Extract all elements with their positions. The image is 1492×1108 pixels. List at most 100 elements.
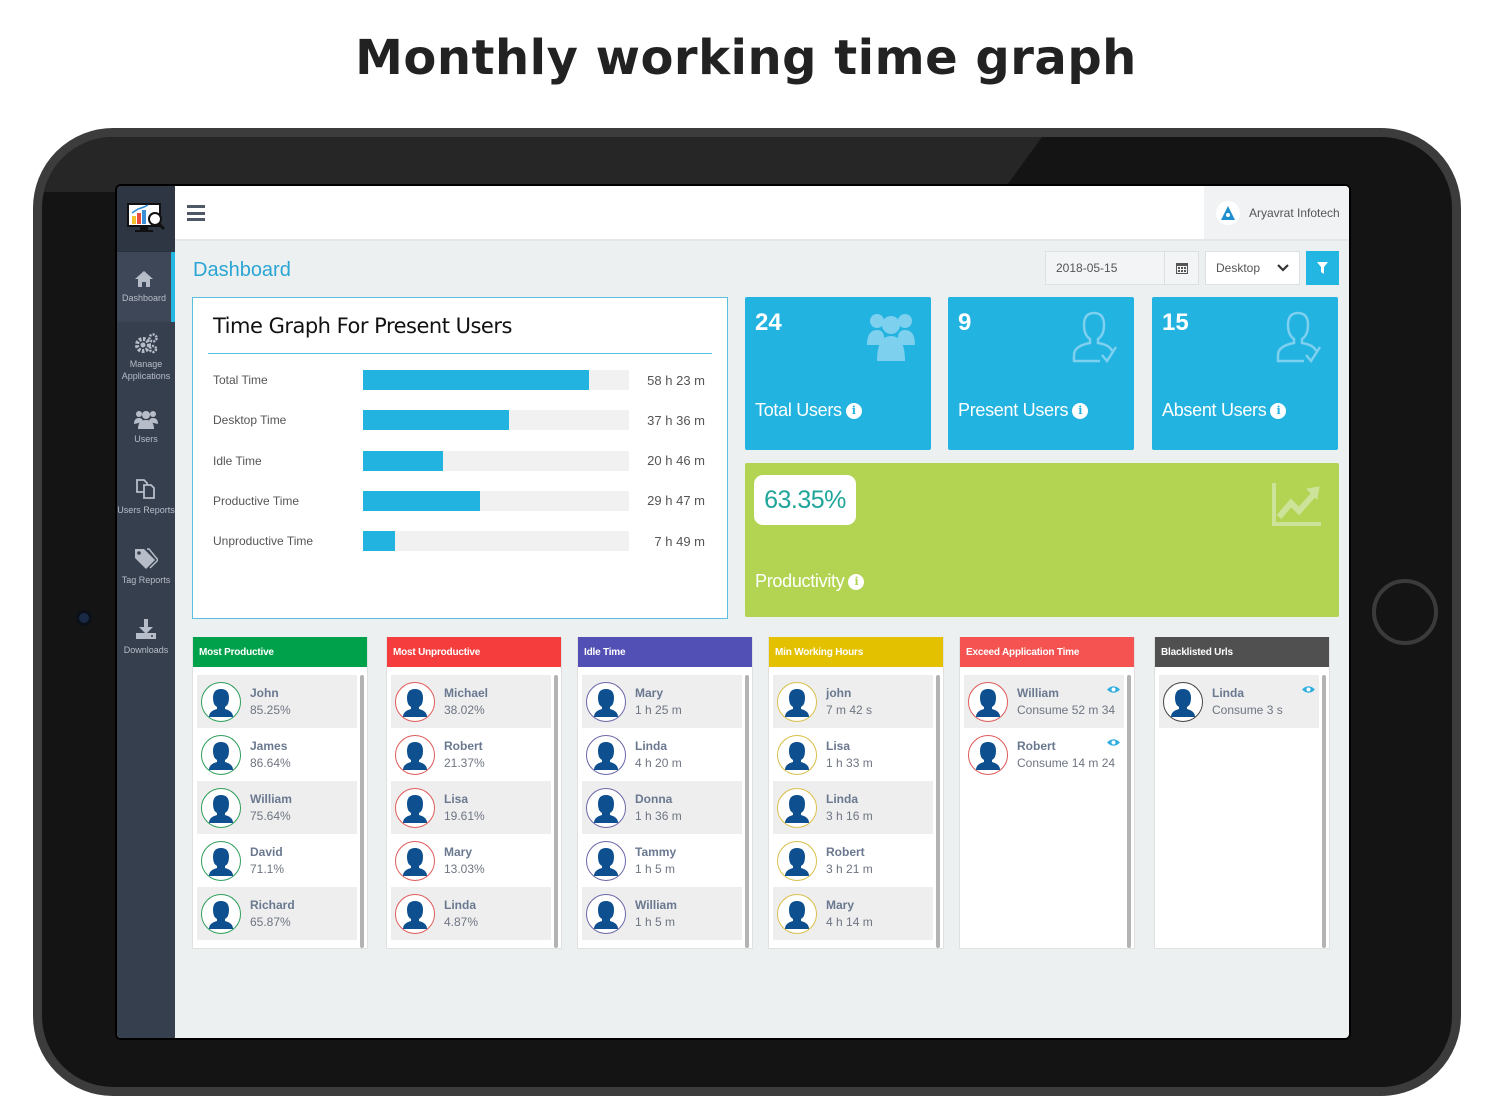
user-name: Lisa [444, 791, 469, 806]
avatar [1163, 681, 1203, 722]
list-card-title: Most Unproductive [393, 646, 481, 658]
device-select-value: Desktop [1216, 261, 1261, 275]
user-name: john [826, 685, 852, 700]
time-graph-row: Total Time 58 h 23 m [213, 370, 705, 390]
list-item[interactable]: Tammy 1 h 5 m [582, 834, 742, 887]
device-select[interactable]: Desktop [1205, 251, 1300, 285]
scrollbar[interactable] [554, 675, 558, 948]
user-silhouette-icon [403, 900, 427, 929]
stat-present-users[interactable]: 9 Present Users i [948, 297, 1134, 450]
list-item[interactable]: David 71.1% [197, 834, 357, 887]
hamburger-icon[interactable] [187, 205, 205, 221]
list-item[interactable]: Linda Consume 3 s [1159, 675, 1319, 728]
list-card-header: Exceed Application Time [960, 637, 1134, 667]
info-icon[interactable]: i [1270, 402, 1287, 419]
list-item[interactable]: John 85.25% [197, 675, 357, 728]
list-item[interactable]: William Consume 52 m 34 [964, 675, 1124, 728]
user-name: Lisa [826, 738, 851, 753]
filter-button[interactable] [1306, 251, 1339, 285]
productivity-card[interactable]: 63.35% Productivity i [745, 463, 1339, 617]
user-name: Richard [250, 897, 295, 912]
sidebar-item-users-reports[interactable]: Users Reports [117, 462, 175, 532]
stat-label-text: Total Users [755, 400, 842, 420]
list-item[interactable]: Robert Consume 14 m 24 [964, 728, 1124, 781]
scrollbar[interactable] [745, 675, 749, 948]
list-item[interactable]: Michael 38.02% [391, 675, 551, 728]
info-icon[interactable]: i [845, 402, 862, 419]
list-item[interactable]: Linda 4.87% [391, 887, 551, 940]
tablet-glare [42, 137, 1042, 192]
company-menu[interactable]: Aryavrat Infotech [1204, 186, 1349, 239]
list-item[interactable]: William 1 h 5 m [582, 887, 742, 940]
app-logo[interactable] [117, 186, 175, 252]
list-item[interactable]: Linda 3 h 16 m [773, 781, 933, 834]
list-item[interactable]: Lisa 19.61% [391, 781, 551, 834]
eye-icon[interactable] [1107, 738, 1120, 747]
list-item[interactable]: Donna 1 h 36 m [582, 781, 742, 834]
list-item[interactable]: Lisa 1 h 33 m [773, 728, 933, 781]
list-item[interactable]: Richard 65.87% [197, 887, 357, 940]
user-silhouette-icon [403, 847, 427, 876]
scrollbar[interactable] [1322, 675, 1326, 948]
list-item[interactable]: William 75.64% [197, 781, 357, 834]
user-name: William [1017, 685, 1059, 700]
list-card-title: Idle Time [584, 646, 626, 658]
scrollbar[interactable] [360, 675, 364, 948]
info-icon[interactable]: i [848, 573, 865, 590]
avatar [586, 681, 626, 722]
avatar [201, 681, 241, 722]
user-name: Linda [444, 897, 476, 912]
user-name: James [250, 738, 288, 753]
list-item[interactable]: Mary 1 h 25 m [582, 675, 742, 728]
main-content: Dashboard Desktop Time Graph For Present… [175, 241, 1349, 1038]
progress-bar [363, 531, 395, 552]
avatar [201, 787, 241, 828]
user-name: Robert [444, 738, 483, 753]
info-icon[interactable]: i [1072, 402, 1089, 419]
sidebar-item-tag-reports[interactable]: Tag Reports [117, 532, 175, 602]
list-item-text: William 75.64% [250, 791, 357, 825]
list-item[interactable]: Mary 13.03% [391, 834, 551, 887]
sidebar-item-users[interactable]: Users [117, 392, 175, 462]
scrollbar[interactable] [936, 675, 940, 948]
sidebar-item-label: Users Reports [117, 505, 175, 515]
user-value: 1 h 5 m [635, 914, 676, 929]
calendar-button[interactable] [1164, 252, 1198, 284]
sidebar-item-manage-applications[interactable]: Manage Applications [117, 322, 175, 392]
date-input[interactable] [1046, 252, 1164, 284]
list-item[interactable]: john 7 m 42 s [773, 675, 933, 728]
user-silhouette-icon [785, 900, 809, 929]
sidebar-item-dashboard[interactable]: Dashboard [117, 252, 175, 322]
sidebar: Dashboard Manage Applications Users [117, 186, 175, 1038]
stat-total-users[interactable]: 24 Total Users i [745, 297, 931, 450]
avatar [586, 787, 626, 828]
progress-bar [363, 490, 481, 511]
user-name: Mary [826, 897, 855, 912]
stat-value: 24 [755, 309, 782, 336]
eye-icon[interactable] [1302, 685, 1315, 694]
user-value: 4 h 20 m [635, 755, 682, 770]
list-item-text: Lisa 19.61% [444, 791, 551, 825]
user-value: 1 h 5 m [635, 861, 676, 876]
avatar [586, 840, 626, 881]
user-value: 13.03% [444, 861, 485, 876]
date-field[interactable] [1045, 251, 1199, 285]
list-item[interactable]: James 86.64% [197, 728, 357, 781]
scrollbar[interactable] [1127, 675, 1131, 948]
home-button[interactable] [1372, 579, 1438, 645]
eye-icon[interactable] [1107, 685, 1120, 694]
home-icon [135, 271, 153, 287]
list-item[interactable]: Robert 21.37% [391, 728, 551, 781]
list-item[interactable]: Mary 4 h 14 m [773, 887, 933, 940]
list-item[interactable]: Linda 4 h 20 m [582, 728, 742, 781]
stat-label: Present Users i [958, 400, 1089, 421]
user-name: Michael [444, 685, 489, 700]
list-item[interactable]: Robert 3 h 21 m [773, 834, 933, 887]
user-name: Mary [635, 685, 664, 700]
time-graph-label: Total Time [213, 373, 268, 387]
user-value: 3 h 16 m [826, 808, 873, 823]
list-card-title: Exceed Application Time [966, 646, 1080, 658]
sidebar-item-downloads[interactable]: Downloads [117, 602, 175, 672]
list-item-text: Mary 4 h 14 m [826, 897, 933, 931]
stat-absent-users[interactable]: 15 Absent Users i [1152, 297, 1338, 450]
